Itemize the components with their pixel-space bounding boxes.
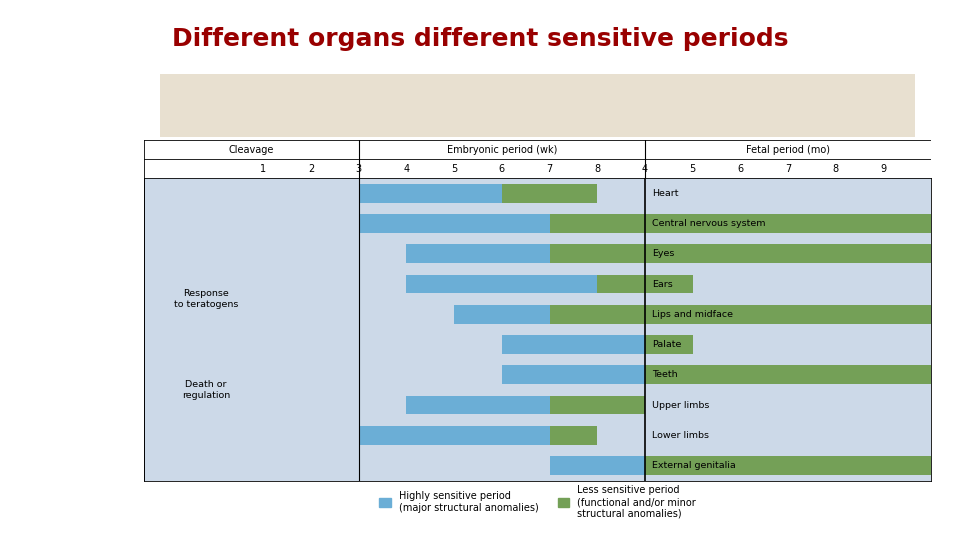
Text: Central nervous system: Central nervous system xyxy=(652,219,766,228)
Bar xyxy=(359,214,549,233)
Text: 3: 3 xyxy=(355,164,362,174)
Bar xyxy=(549,456,645,475)
Text: Death or
regulation: Death or regulation xyxy=(181,380,230,400)
Text: Lips and midface: Lips and midface xyxy=(652,310,733,319)
Bar xyxy=(645,366,931,384)
Bar xyxy=(359,184,502,202)
Bar xyxy=(549,214,931,233)
Bar xyxy=(549,426,597,444)
Bar xyxy=(502,335,645,354)
Bar xyxy=(454,305,549,323)
Text: 9: 9 xyxy=(880,164,886,174)
Bar xyxy=(549,305,931,323)
Bar xyxy=(406,245,549,263)
Bar xyxy=(549,396,645,414)
Text: Teeth: Teeth xyxy=(652,370,678,379)
Legend: Highly sensitive period
(major structural anomalies), Less sensitive period
(fun: Highly sensitive period (major structura… xyxy=(379,485,696,518)
Text: 7: 7 xyxy=(546,164,553,174)
Text: 4: 4 xyxy=(642,164,648,174)
Text: Upper limbs: Upper limbs xyxy=(652,401,709,409)
Text: Heart: Heart xyxy=(652,189,679,198)
Text: 6: 6 xyxy=(499,164,505,174)
Bar xyxy=(406,275,597,293)
Bar xyxy=(502,184,597,202)
Text: Cleavage: Cleavage xyxy=(228,145,274,155)
Text: 8: 8 xyxy=(832,164,839,174)
Text: 5: 5 xyxy=(451,164,457,174)
Text: Ears: Ears xyxy=(652,280,673,288)
Text: 4: 4 xyxy=(403,164,410,174)
Bar xyxy=(645,456,931,475)
Text: Fetal period (mo): Fetal period (mo) xyxy=(746,145,830,155)
Text: Response
to teratogens: Response to teratogens xyxy=(174,289,238,309)
Text: 2: 2 xyxy=(308,164,314,174)
Text: Different organs different sensitive periods: Different organs different sensitive per… xyxy=(172,27,788,51)
Text: Embryonic period (wk): Embryonic period (wk) xyxy=(446,145,557,155)
Bar xyxy=(406,396,549,414)
Bar xyxy=(502,366,645,384)
Bar xyxy=(597,275,693,293)
Bar xyxy=(549,245,931,263)
Text: Lower limbs: Lower limbs xyxy=(652,431,709,440)
Text: External genitalia: External genitalia xyxy=(652,461,736,470)
Text: 8: 8 xyxy=(594,164,600,174)
Text: 5: 5 xyxy=(689,164,696,174)
Text: 1: 1 xyxy=(260,164,266,174)
Text: 7: 7 xyxy=(785,164,791,174)
Text: 6: 6 xyxy=(737,164,743,174)
Bar xyxy=(645,335,693,354)
Bar xyxy=(359,426,549,444)
Text: Eyes: Eyes xyxy=(652,249,675,258)
Text: Palate: Palate xyxy=(652,340,682,349)
